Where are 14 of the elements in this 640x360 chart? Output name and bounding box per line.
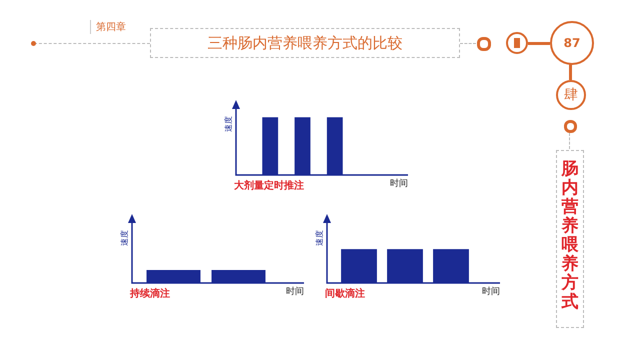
- text: 三种肠内营养喂养方式的比较: [150, 28, 460, 58]
- y-axis-title: 速度: [120, 230, 130, 246]
- y-axis-title: 速度: [315, 230, 324, 246]
- x-axis-title: 时间: [390, 178, 408, 189]
- y-axis-title: 速度: [224, 116, 234, 132]
- x-axis-title: 时间: [286, 286, 304, 297]
- text: 第四章: [96, 20, 126, 34]
- text: 肆: [556, 80, 586, 110]
- text: 持续滴注: [129, 288, 170, 300]
- x-axis-title: 时间: [482, 286, 500, 297]
- text: 间歇滴注: [325, 288, 365, 300]
- text: 肠内营养喂养方式: [560, 159, 580, 312]
- text: 87: [550, 21, 594, 65]
- text: 大剂量定时推注: [233, 180, 304, 192]
